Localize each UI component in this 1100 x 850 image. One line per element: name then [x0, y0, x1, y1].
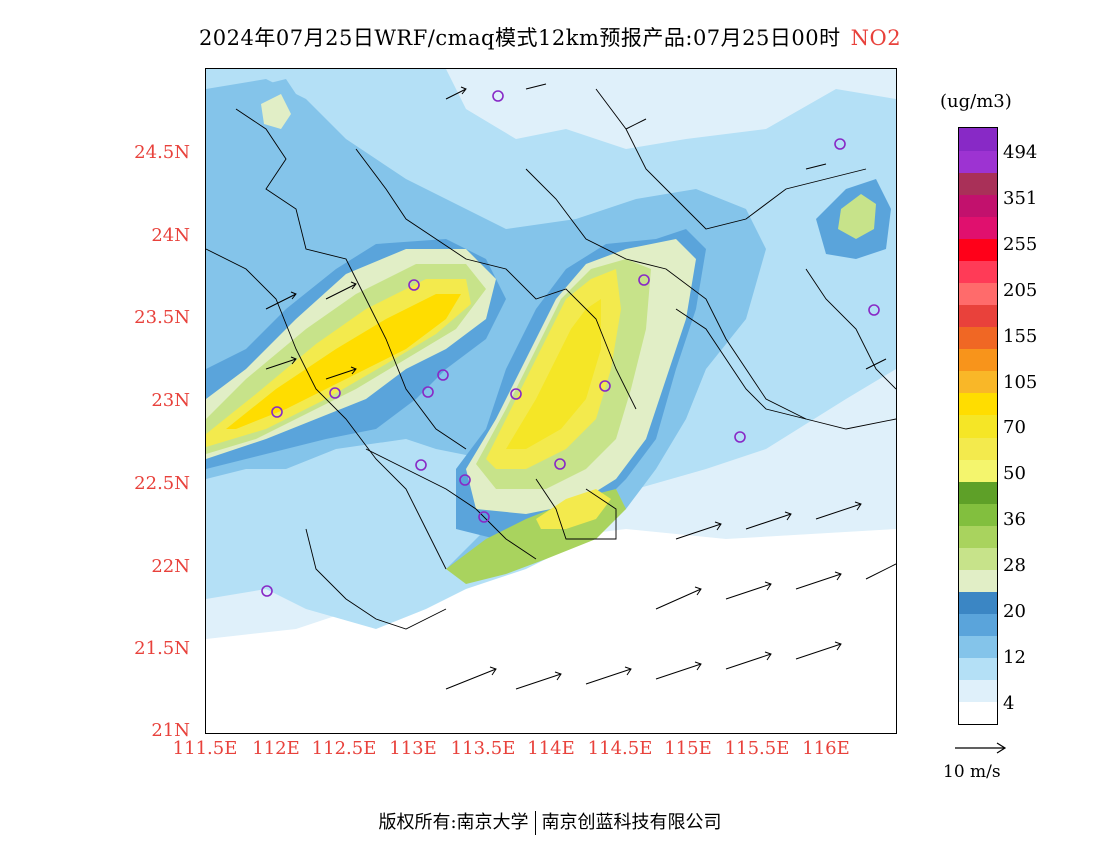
colorbar-swatch — [959, 238, 997, 261]
colorbar-label: 255 — [1003, 233, 1038, 255]
station-markers — [261, 90, 880, 597]
colorbar-swatch — [959, 326, 997, 350]
colorbar-label: 351 — [1003, 187, 1038, 209]
y-axis-labels: 24.5N 24N 23.5N 23N 22.5N 22N 21.5N 21N — [130, 0, 190, 850]
colorbar-label: 155 — [1003, 325, 1038, 347]
x-label-113-5: 113.5E — [450, 738, 516, 759]
colorbar-swatch — [959, 525, 997, 548]
colorbar-swatch — [959, 304, 997, 328]
colorbar-swatch — [959, 503, 997, 526]
y-label-23-5: 23.5N — [134, 307, 190, 328]
x-label-112-5: 112.5E — [311, 738, 377, 759]
concentration-fill — [206, 69, 896, 639]
colorbar-swatch — [959, 194, 997, 217]
x-label-114-5: 114.5E — [587, 738, 653, 759]
footer-company: 南京创蓝科技有限公司 — [541, 812, 722, 833]
y-label-21: 21N — [151, 720, 190, 741]
colorbar-unit: (ug/m3) — [940, 91, 1012, 112]
colorbar — [958, 127, 998, 725]
colorbar-swatch — [959, 635, 997, 659]
colorbar-swatch — [959, 701, 997, 725]
colorbar-label: 20 — [1003, 601, 1026, 622]
wind-key-arrow-icon — [955, 742, 1007, 754]
pollutant-label: NO2 — [850, 26, 902, 50]
colorbar-swatch — [959, 459, 997, 482]
wind-key-label: 10 m/s — [943, 762, 1001, 782]
colorbar-swatch — [959, 128, 997, 151]
footer-copyright: 版权所有:南京大学 — [378, 812, 529, 833]
chart-title: 2024年07月25日WRF/cmaq模式12km预报产品:07月25日00时 N… — [0, 22, 1100, 52]
x-label-112: 112E — [252, 738, 300, 759]
colorbar-swatch — [959, 591, 997, 615]
colorbar-swatch — [959, 172, 997, 195]
x-label-113: 113E — [389, 738, 437, 759]
colorbar-label: 50 — [1003, 463, 1026, 485]
colorbar-swatch — [959, 547, 997, 570]
y-label-24: 24N — [151, 225, 190, 246]
colorbar-swatch — [959, 569, 997, 593]
colorbar-swatch — [959, 679, 997, 703]
colorbar-label: 4 — [1003, 692, 1015, 714]
colorbar-swatch — [959, 437, 997, 460]
colorbar-swatch — [959, 481, 997, 504]
boundary-lines — [206, 88, 896, 630]
colorbar-swatch — [959, 216, 997, 239]
colorbar-swatch — [959, 348, 997, 372]
map-canvas — [206, 69, 896, 690]
colorbar-label: 494 — [1003, 142, 1038, 163]
concentration-map[interactable] — [205, 68, 897, 734]
y-label-22: 22N — [151, 556, 190, 577]
x-label-115-5: 115.5E — [724, 738, 790, 759]
colorbar-label: 36 — [1003, 509, 1026, 531]
x-label-115: 115E — [664, 738, 712, 759]
colorbar-swatch — [959, 392, 997, 416]
y-label-21-5: 21.5N — [134, 638, 190, 659]
colorbar-swatch — [959, 282, 997, 306]
colorbar-label: 205 — [1003, 279, 1038, 301]
title-text: 2024年07月25日WRF/cmaq模式12km预报产品:07月25日00时 — [198, 26, 841, 50]
x-label-116: 116E — [802, 738, 850, 759]
x-label-114: 114E — [527, 738, 575, 759]
colorbar-swatch — [959, 414, 997, 438]
colorbar-label: 12 — [1003, 646, 1026, 668]
colorbar-swatch — [959, 150, 997, 173]
colorbar-label: 105 — [1003, 371, 1038, 393]
y-label-24-5: 24.5N — [134, 142, 190, 163]
x-label-111-5: 111.5E — [172, 738, 238, 759]
colorbar-swatch — [959, 613, 997, 637]
wind-vectors — [265, 83, 896, 690]
colorbar-swatch — [959, 260, 997, 283]
colorbar-label: 70 — [1003, 417, 1026, 439]
y-label-22-5: 22.5N — [134, 473, 190, 494]
footer-separator — [534, 811, 536, 835]
colorbar-swatch — [959, 370, 997, 394]
y-label-23: 23N — [151, 390, 190, 411]
colorbar-label: 28 — [1003, 555, 1026, 577]
colorbar-swatch — [959, 657, 997, 681]
footer: 版权所有:南京大学 南京创蓝科技有限公司 — [0, 808, 1100, 835]
x-axis-labels: 111.5E 112E 112.5E 113E 113.5E 114E 114.… — [0, 738, 1100, 768]
